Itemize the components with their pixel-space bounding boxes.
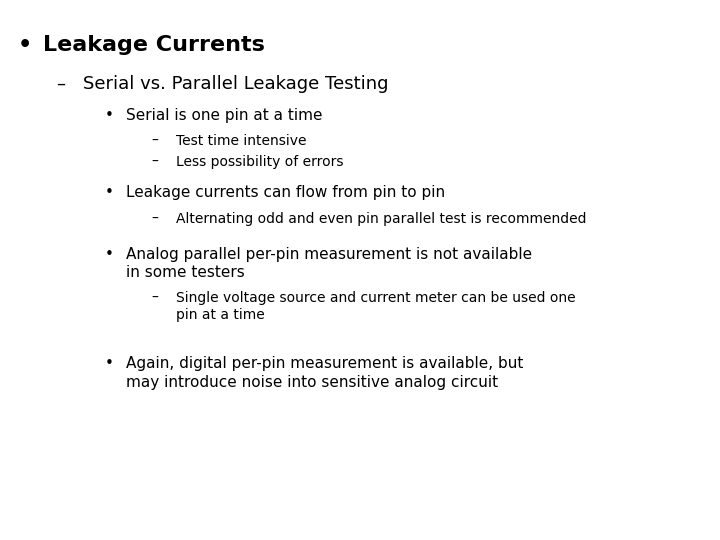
Text: Analog parallel per-pin measurement is not available
in some testers: Analog parallel per-pin measurement is n… [126, 247, 532, 280]
Text: Serial vs. Parallel Leakage Testing: Serial vs. Parallel Leakage Testing [83, 75, 388, 92]
Text: •: • [104, 247, 113, 262]
Text: –: – [56, 75, 65, 92]
Text: Serial is one pin at a time: Serial is one pin at a time [126, 108, 323, 123]
Text: Leakage currents can flow from pin to pin: Leakage currents can flow from pin to pi… [126, 185, 445, 200]
Text: –: – [151, 212, 158, 226]
Text: Less possibility of errors: Less possibility of errors [176, 155, 344, 169]
Text: •: • [104, 185, 113, 200]
Text: Test time intensive: Test time intensive [176, 134, 307, 148]
Text: Alternating odd and even pin parallel test is recommended: Alternating odd and even pin parallel te… [176, 212, 587, 226]
Text: •: • [104, 356, 113, 372]
Text: –: – [151, 155, 158, 169]
Text: Single voltage source and current meter can be used one
pin at a time: Single voltage source and current meter … [176, 291, 576, 322]
Text: •: • [18, 35, 32, 55]
Text: Leakage Currents: Leakage Currents [43, 35, 265, 55]
Text: –: – [151, 134, 158, 148]
Text: •: • [104, 108, 113, 123]
Text: –: – [151, 291, 158, 305]
Text: Again, digital per-pin measurement is available, but
may introduce noise into se: Again, digital per-pin measurement is av… [126, 356, 523, 390]
